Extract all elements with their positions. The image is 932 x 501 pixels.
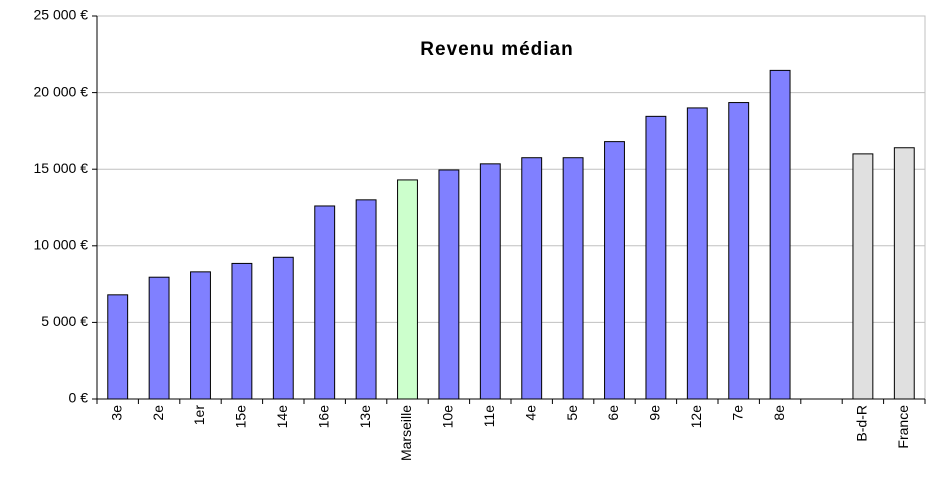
- bar: [355, 199, 377, 400]
- x-tick-label: B-d-R: [854, 405, 870, 442]
- x-tick-label: 15e: [233, 405, 249, 429]
- bar: [314, 205, 336, 400]
- x-tick-label: 4e: [522, 405, 538, 421]
- bar: [272, 256, 294, 400]
- bar: [893, 147, 915, 400]
- bar: [438, 169, 460, 400]
- x-tick-label: 5e: [564, 405, 580, 421]
- bar: [190, 271, 211, 400]
- x-tick-label: France: [895, 405, 911, 449]
- y-tick-label: 10 000 €: [34, 237, 89, 253]
- x-tick-label: 1er: [191, 405, 207, 426]
- bar: [148, 276, 170, 400]
- x-tick-label: 13e: [357, 405, 373, 429]
- x-tick-label: 12e: [688, 405, 704, 429]
- x-tick-label: 7e: [729, 405, 745, 421]
- x-tick-label: 14e: [274, 405, 290, 429]
- bar: [231, 262, 253, 400]
- x-tick-label: 6e: [605, 405, 621, 421]
- chart-title: Revenu médian: [420, 39, 573, 60]
- y-tick-label: 15 000 €: [34, 160, 89, 176]
- x-tick-label: 8e: [771, 405, 787, 421]
- bar: [562, 157, 584, 400]
- y-tick-label: 5 000 €: [41, 313, 88, 329]
- y-tick-label: 25 000 €: [34, 7, 89, 23]
- bar: [769, 69, 791, 400]
- plot-frame: [96, 15, 926, 400]
- bar: [521, 157, 543, 400]
- x-tick-label: 3e: [108, 405, 124, 421]
- x-tick-label: 16e: [315, 405, 331, 429]
- bar: [479, 163, 501, 400]
- bar: [604, 141, 625, 400]
- x-tick-label: 10e: [440, 405, 456, 429]
- x-tick-label: Marseille: [398, 405, 414, 461]
- x-tick-label: 11e: [481, 405, 497, 428]
- bar: [728, 102, 750, 400]
- x-tick-label: 9e: [647, 405, 663, 421]
- bar: [397, 179, 418, 400]
- y-tick-label: 0 €: [69, 390, 89, 406]
- bar: [686, 107, 708, 400]
- bar: [107, 294, 129, 400]
- x-tick-label: 2e: [150, 405, 166, 421]
- bar: [645, 115, 667, 400]
- bar: [852, 153, 874, 400]
- y-tick-label: 20 000 €: [34, 83, 89, 99]
